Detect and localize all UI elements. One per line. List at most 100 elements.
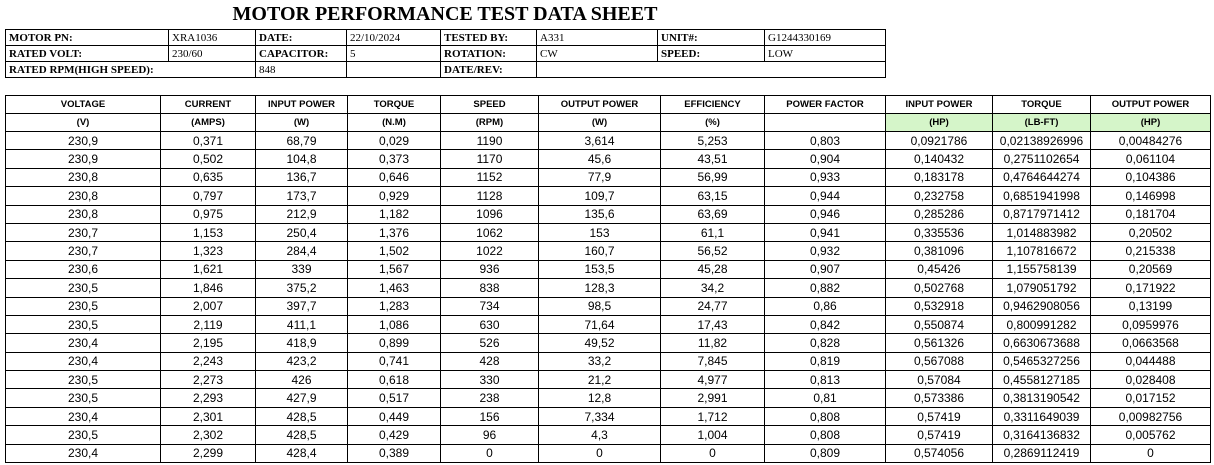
cell: 63,15 — [660, 186, 765, 206]
cell: 0,146998 — [1090, 186, 1211, 206]
cell: 71,64 — [538, 314, 661, 335]
info-label: UNIT#: — [657, 29, 765, 46]
cell: 56,99 — [660, 167, 765, 188]
cell: 0,0959976 — [1090, 314, 1211, 335]
cell: 423,2 — [255, 351, 348, 372]
cell: 153,5 — [538, 259, 661, 280]
cell: 0,502 — [160, 149, 256, 169]
cell: 0,3164136832 — [992, 425, 1091, 445]
info-label: RATED VOLT: — [5, 45, 169, 62]
column-header: TORQUE — [347, 95, 441, 114]
cell: 0,57084 — [885, 370, 993, 390]
data-row: 230,4 2,243 423,2 0,741 428 33,2 7,845 0,819 0,5… — [5, 351, 1211, 372]
cell: 1,712 — [660, 406, 765, 427]
cell: 33,2 — [538, 351, 661, 372]
cell: 230,7 — [5, 222, 161, 243]
cell: 0,800991282 — [992, 314, 1091, 335]
column-unit: (W) — [538, 113, 661, 132]
info-label: MOTOR PN: — [5, 29, 169, 46]
cell: 0,57419 — [885, 406, 993, 427]
cell: 49,52 — [538, 333, 661, 353]
column-header: EFFICIENCY — [660, 95, 765, 114]
cell: 45,6 — [538, 149, 661, 169]
cell: 0,2869112419 — [992, 443, 1091, 464]
sheet-title: MOTOR PERFORMANCE TEST DATA SHEET — [232, 3, 658, 25]
cell: 11,82 — [660, 333, 765, 353]
cell: 56,52 — [660, 241, 765, 261]
cell: 0,20502 — [1090, 222, 1211, 243]
cell: 1,621 — [160, 259, 256, 280]
cell: 230,7 — [5, 241, 161, 261]
cell: 1,153 — [160, 222, 256, 243]
cell: 0,907 — [764, 259, 886, 280]
column-unit: (V) — [5, 113, 161, 132]
cell: 2,301 — [160, 406, 256, 427]
info-label: DATE: — [255, 29, 347, 46]
cell: 0,181704 — [1090, 204, 1211, 224]
column-header: OUTPUT POWER — [1090, 95, 1211, 114]
info-label: DATE/REV: — [440, 61, 537, 78]
info-value: 5 — [346, 45, 441, 62]
cell: 0,932 — [764, 241, 886, 261]
cell: 0,573386 — [885, 388, 993, 408]
cell: 230,9 — [5, 130, 161, 151]
cell: 0,389 — [347, 443, 441, 464]
cell: 428,4 — [255, 443, 348, 464]
header-row: VOLTAGE CURRENT INPUT POWER TORQUE SPEED OUTP… — [5, 95, 1211, 114]
cell: 2,273 — [160, 370, 256, 390]
cell: 375,2 — [255, 278, 348, 298]
cell: 0,005762 — [1090, 425, 1211, 445]
cell: 0,029 — [347, 130, 441, 151]
cell: 0,5465327256 — [992, 351, 1091, 372]
column-unit: (AMPS) — [160, 113, 256, 132]
info-label: CAPACITOR: — [255, 45, 347, 62]
cell: 0,899 — [347, 333, 441, 353]
info-value: XRA1036 — [168, 29, 256, 46]
cell: 0,574056 — [885, 443, 993, 464]
cell: 0,819 — [764, 351, 886, 372]
cell: 230,4 — [5, 351, 161, 372]
column-unit: (%) — [660, 113, 765, 132]
cell: 1,283 — [347, 296, 441, 316]
data-row: 230,5 1,846 375,2 1,463 838 128,3 34,2 0,882 0,5… — [5, 278, 1211, 298]
cell: 0,944 — [764, 186, 886, 206]
info-empty — [536, 61, 886, 78]
cell: 0,3311649039 — [992, 406, 1091, 427]
cell: 135,6 — [538, 204, 661, 224]
cell: 0,232758 — [885, 186, 993, 206]
cell: 0,809 — [764, 443, 886, 464]
cell: 0,285286 — [885, 204, 993, 224]
cell: 230,5 — [5, 425, 161, 445]
cell: 230,4 — [5, 333, 161, 353]
cell: 0,6630673688 — [992, 333, 1091, 353]
cell: 1,014883982 — [992, 222, 1091, 243]
cell: 1190 — [440, 130, 539, 151]
cell: 1096 — [440, 204, 539, 224]
cell: 156 — [440, 406, 539, 427]
cell: 68,79 — [255, 130, 348, 151]
cell: 2,007 — [160, 296, 256, 316]
cell: 0 — [660, 443, 765, 464]
cell: 230,9 — [5, 149, 161, 169]
cell: 3,614 — [538, 130, 661, 151]
cell: 0,741 — [347, 351, 441, 372]
cell: 2,991 — [660, 388, 765, 408]
column-header: CURRENT — [160, 95, 256, 114]
info-value: 230/60 — [168, 45, 256, 62]
cell: 0,6851941998 — [992, 186, 1091, 206]
cell: 1170 — [440, 149, 539, 169]
cell: 0,635 — [160, 167, 256, 188]
cell: 838 — [440, 278, 539, 298]
cell: 12,8 — [538, 388, 661, 408]
data-row: 230,5 2,273 426 0,618 330 21,2 4,977 0,813 0,570… — [5, 370, 1211, 390]
cell: 1,182 — [347, 204, 441, 224]
cell: 0,8717971412 — [992, 204, 1091, 224]
cell: 7,334 — [538, 406, 661, 427]
data-row: 230,4 2,195 418,9 0,899 526 49,52 11,82 0,828 0,… — [5, 333, 1211, 353]
cell: 230,8 — [5, 204, 161, 224]
cell: 4,3 — [538, 425, 661, 445]
data-row: 230,7 1,323 284,4 1,502 1022 160,7 56,52 0,932 0… — [5, 241, 1211, 261]
cell: 1,323 — [160, 241, 256, 261]
cell: 4,977 — [660, 370, 765, 390]
cell: 526 — [440, 333, 539, 353]
